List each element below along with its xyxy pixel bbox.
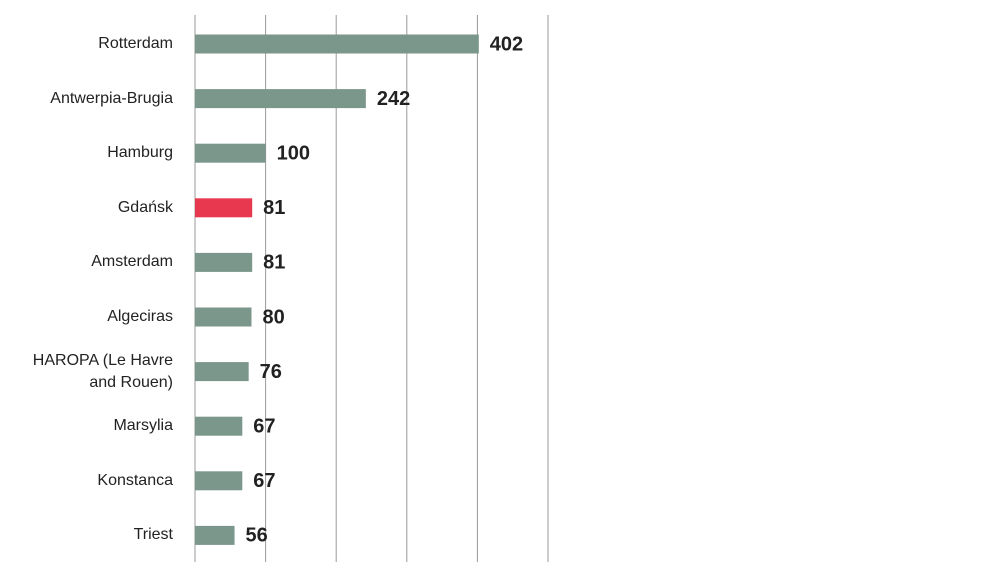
value-label: 76	[260, 361, 282, 383]
category-label: Rotterdam	[98, 35, 173, 52]
bar	[195, 525, 235, 545]
bar	[195, 143, 266, 163]
bar	[195, 307, 252, 327]
category-label: Hamburg	[107, 144, 173, 162]
bar	[195, 198, 253, 218]
bar	[195, 252, 253, 272]
value-label: 402	[490, 33, 523, 55]
bar	[195, 362, 249, 382]
category-label: Marsylia	[113, 417, 173, 435]
value-label: 242	[377, 88, 410, 110]
bar	[195, 34, 479, 54]
category-label: Antwerpia-Brugia	[50, 89, 173, 107]
value-label: 81	[263, 252, 285, 274]
value-label: 67	[253, 470, 275, 492]
category-label: Amsterdam	[91, 253, 173, 271]
value-label: 56	[246, 525, 268, 547]
bar	[195, 89, 366, 109]
category-label: Gdańsk	[117, 198, 173, 216]
category-label: HAROPA (Le Havre and Rouen)	[32, 351, 173, 391]
category-label: Algeciras	[107, 308, 173, 325]
category-label: Triest	[133, 526, 173, 544]
value-label: 81	[263, 197, 285, 219]
value-label: 100	[277, 142, 310, 164]
value-label: 67	[253, 415, 275, 437]
bar	[195, 416, 243, 436]
category-label: Konstanca	[97, 471, 173, 489]
bar	[195, 471, 243, 491]
value-label: 80	[262, 306, 284, 328]
